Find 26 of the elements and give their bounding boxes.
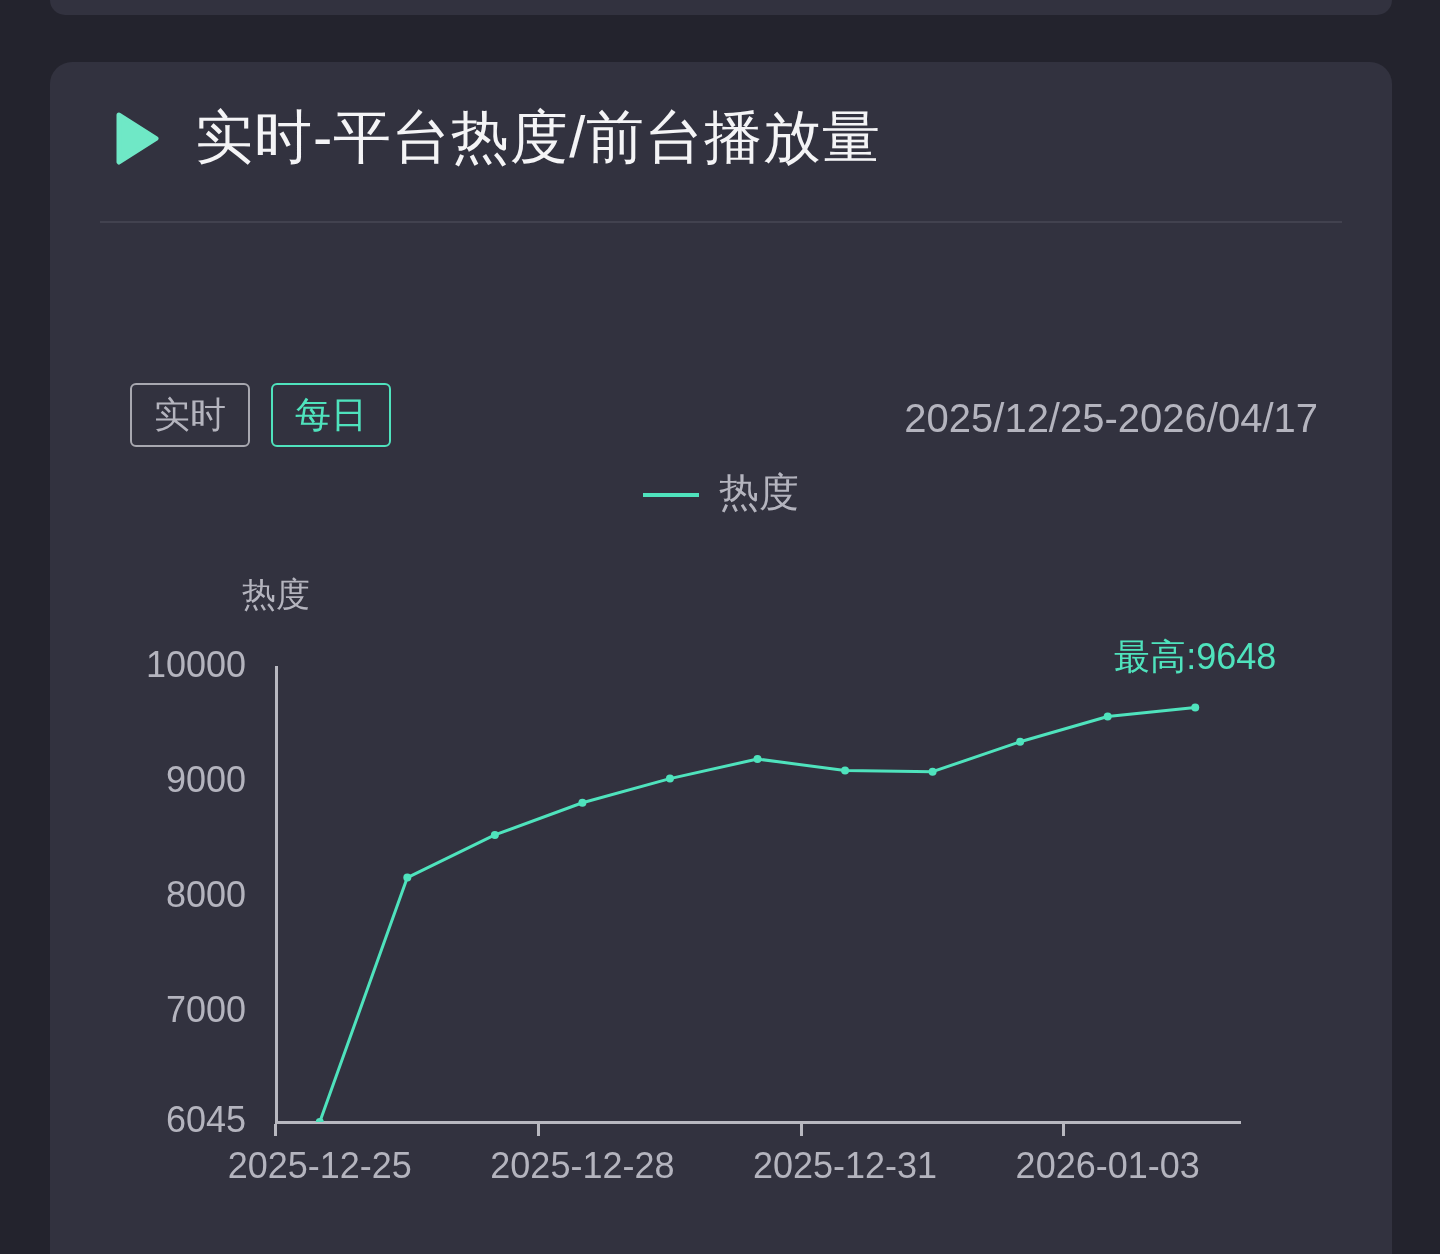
point [1191,703,1200,712]
x-tick-label: 2025-12-25 [227,1144,412,1186]
y-tick-label: 8000 [165,874,246,916]
y-axis-title: 热度 [242,575,310,614]
y-tick-label: 9000 [165,758,246,800]
text: 2025/12/25-2026/04/17 [904,395,1318,442]
point [665,774,674,783]
point [753,755,762,764]
point [1103,712,1112,721]
tab-button[interactable]: 实时 [130,383,250,447]
point [1016,737,1025,746]
point [578,798,587,807]
x-tick-label: 2026-01-03 [1015,1144,1200,1186]
x-tick-label: 2025-12-31 [752,1144,938,1186]
point [841,766,850,775]
y-tick-label: 10000 [145,643,246,685]
annotation: 最高:9648 [1114,636,1277,678]
y-tick-label: 7000 [165,989,246,1031]
chart-title: 实时-平台热度/前台播放量 [195,103,882,171]
point [490,830,499,839]
y-tick-label: 6045 [165,1098,246,1140]
legend-label: 热度 [719,470,799,515]
x-tick-label: 2025-12-28 [490,1144,675,1186]
tab-button[interactable]: 每日 [271,383,391,447]
point [403,873,412,882]
point [928,767,937,776]
